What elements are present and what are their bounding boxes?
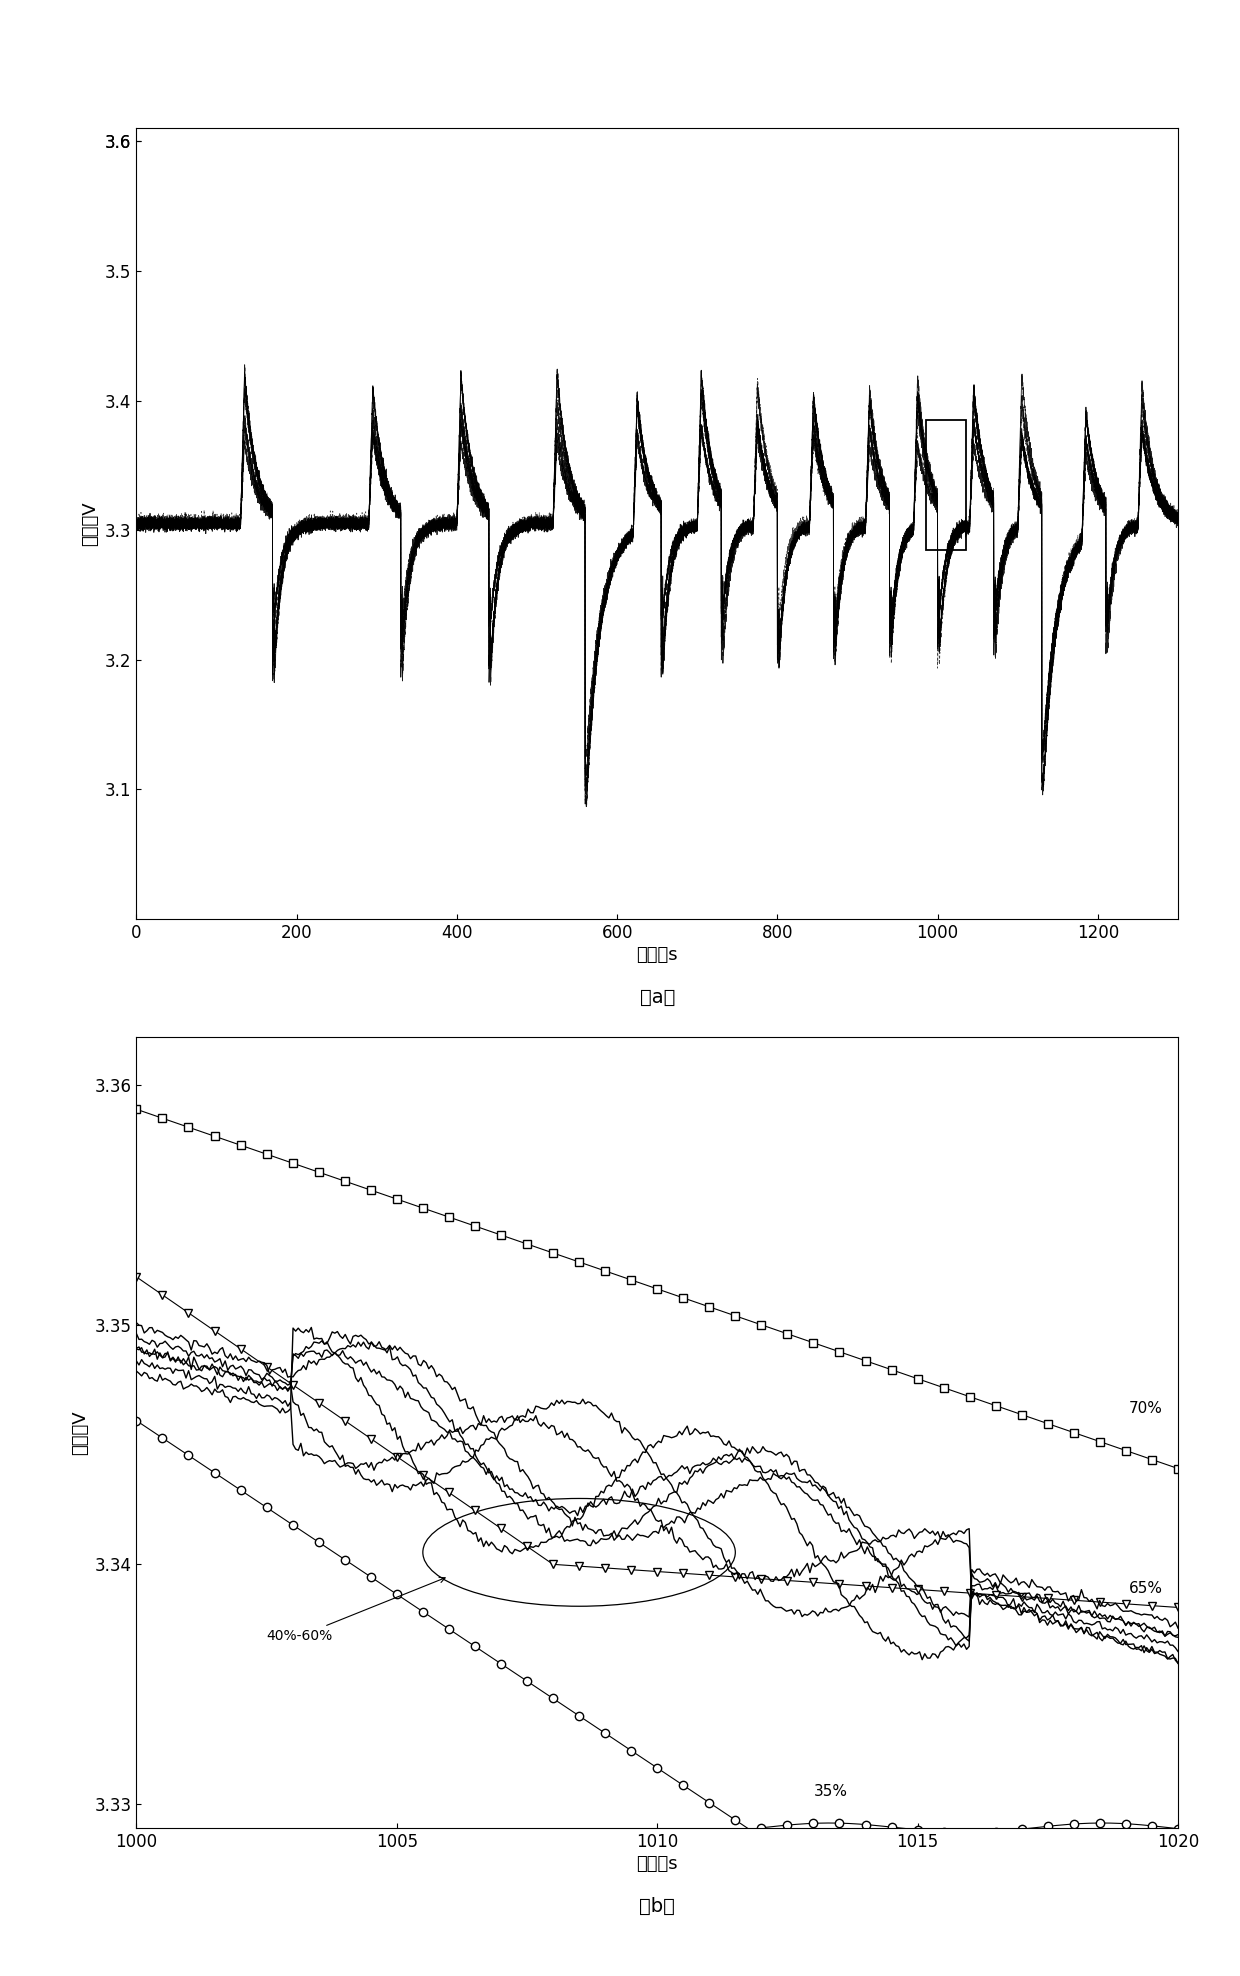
Text: 40%-60%: 40%-60% [267,1577,445,1644]
Y-axis label: 电压／V: 电压／V [71,1411,89,1454]
Text: 65%: 65% [1128,1581,1162,1597]
Text: 35%: 35% [813,1784,847,1800]
Bar [925,421,966,549]
Y-axis label: 电压／V: 电压／V [82,502,99,545]
X-axis label: 时间／s: 时间／s [636,1855,678,1873]
Text: 70%: 70% [1128,1401,1162,1417]
Text: （b）: （b） [640,1897,675,1917]
X-axis label: 时间／s: 时间／s [636,947,678,964]
Text: （a）: （a） [640,988,675,1008]
